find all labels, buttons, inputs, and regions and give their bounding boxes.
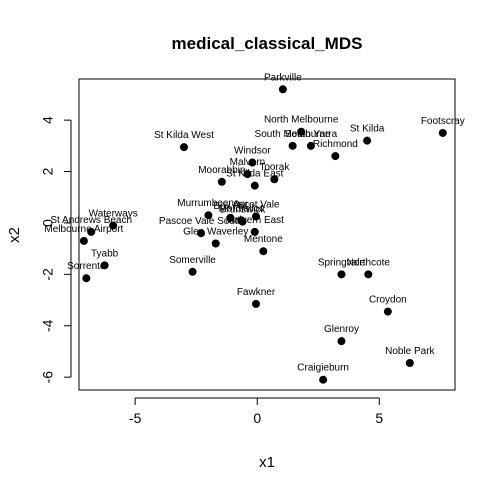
y-axis-label: x2 [6, 227, 23, 243]
point-label: Somerville [169, 255, 216, 266]
point-label: Fawkner [237, 287, 276, 298]
point-label: North Melbourne [264, 115, 339, 126]
point-label: Glenroy [324, 324, 359, 335]
point-label: Sorrento [67, 261, 106, 272]
point-label: Northcote [347, 257, 391, 268]
point-label: Melbourne Airport [44, 224, 123, 235]
x-axis-label: x1 [259, 454, 275, 471]
data-point [279, 85, 287, 93]
x-tick-label: -5 [129, 410, 142, 426]
data-point [337, 270, 345, 278]
point-label: Mentone [244, 234, 283, 245]
point-label: Glen Waverley [183, 226, 248, 237]
data-point [251, 182, 259, 190]
data-point [259, 247, 267, 255]
x-tick-label: 5 [375, 410, 383, 426]
data-point [252, 300, 260, 308]
data-point [363, 137, 371, 145]
point-label: Footscray [421, 116, 465, 127]
chart-title: medical_classical_MDS [172, 34, 363, 53]
y-tick-label: 2 [40, 167, 56, 175]
y-tick-label: -2 [40, 268, 56, 281]
y-tick-label: 4 [40, 116, 56, 124]
point-label: Noble Park [385, 346, 435, 357]
point-label: Malvern East [226, 215, 285, 226]
data-point [289, 142, 297, 150]
point-label: Windsor [234, 146, 271, 157]
y-tick-label: -6 [40, 371, 56, 384]
data-point [212, 239, 220, 247]
data-point [189, 268, 197, 276]
data-point [180, 143, 188, 151]
point-label: Mordialloc [219, 203, 265, 214]
point-label: St Kilda [350, 124, 385, 135]
data-point [80, 237, 88, 245]
data-point [406, 359, 414, 367]
point-label: St Kilda East [226, 169, 283, 180]
data-point [319, 376, 327, 384]
x-tick-label: 0 [253, 410, 261, 426]
data-point [439, 129, 447, 137]
point-label: St Kilda West [154, 130, 214, 141]
point-label: Craigieburn [297, 363, 349, 374]
data-point [384, 308, 392, 316]
data-point [337, 337, 345, 345]
y-tick-label: -4 [40, 319, 56, 332]
data-point [82, 274, 90, 282]
data-point [364, 270, 372, 278]
point-label: Croydon [369, 295, 407, 306]
data-point [331, 152, 339, 160]
point-label: Richmond [313, 139, 358, 150]
point-label: Parkville [264, 72, 302, 83]
point-label: Tyabb [91, 248, 119, 259]
point-labels: Parkville Footscray St Kilda North Melbourn… [44, 72, 464, 373]
data-point [218, 178, 226, 186]
